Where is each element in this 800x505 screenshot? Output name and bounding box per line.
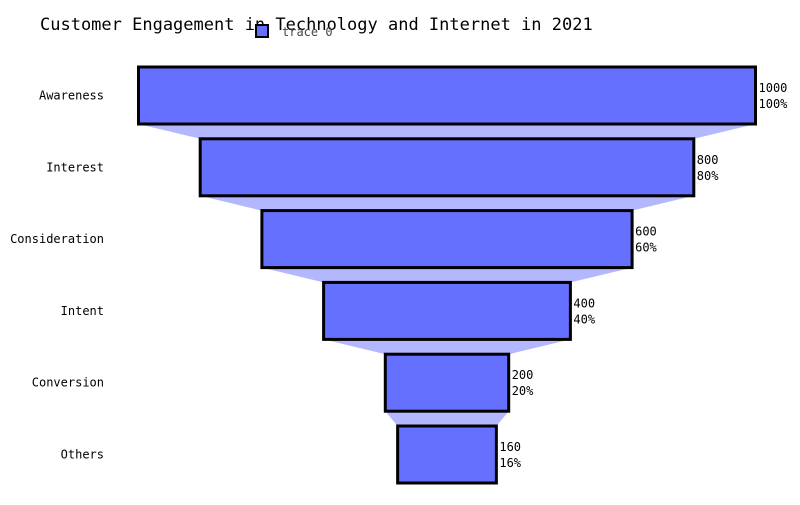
funnel-connector-5 [385, 411, 509, 426]
chart-title: Customer Engagement in Technology and In… [40, 15, 593, 35]
data-label-value-consideration: 600 [635, 225, 657, 239]
category-tick-others: Others [61, 448, 104, 462]
category-tick-intent: Intent [61, 304, 104, 318]
data-label-value-awareness: 1000 [759, 81, 788, 95]
category-tick-awareness: Awareness [39, 89, 104, 103]
funnel-connector-4 [323, 339, 571, 355]
category-tick-interest: Interest [46, 160, 104, 174]
data-labels: 1000 100% 800 80% 600 60% 400 40% 200 20% 160 16% [499, 81, 788, 470]
funnel-connectors [138, 124, 756, 426]
data-label-percent-consideration: 60% [635, 241, 657, 255]
data-label-value-conversion: 200 [512, 368, 534, 382]
data-label-value-others: 160 [499, 440, 521, 454]
category-tick-consideration: Consideration [10, 232, 104, 246]
funnel-bars [137, 65, 757, 485]
data-label-percent-interest: 80% [697, 169, 719, 183]
data-label-value-intent: 400 [573, 296, 595, 310]
legend-label: trace 0 [282, 25, 333, 39]
funnel-bar-conversion [383, 352, 511, 413]
legend-swatch [255, 24, 269, 38]
funnel-bar-awareness [137, 65, 757, 126]
category-tick-conversion: Conversion [32, 376, 104, 390]
funnel-bar-others [396, 424, 498, 485]
data-label-percent-conversion: 20% [512, 384, 534, 398]
funnel-connector-2 [200, 195, 694, 211]
data-label-percent-awareness: 100% [759, 97, 789, 111]
data-label-value-interest: 800 [697, 153, 719, 167]
data-label-percent-others: 16% [499, 456, 521, 470]
funnel-bar-intent [322, 280, 572, 341]
funnel-connector-3 [261, 267, 633, 283]
funnel-connector-1 [138, 124, 756, 139]
legend: trace 0 [255, 24, 333, 39]
funnel-bar-consideration [260, 209, 634, 270]
funnel-bar-interest [198, 137, 696, 198]
data-label-percent-intent: 40% [573, 312, 595, 326]
category-axis: Awareness Interest Consideration Intent Conv… [10, 89, 104, 462]
